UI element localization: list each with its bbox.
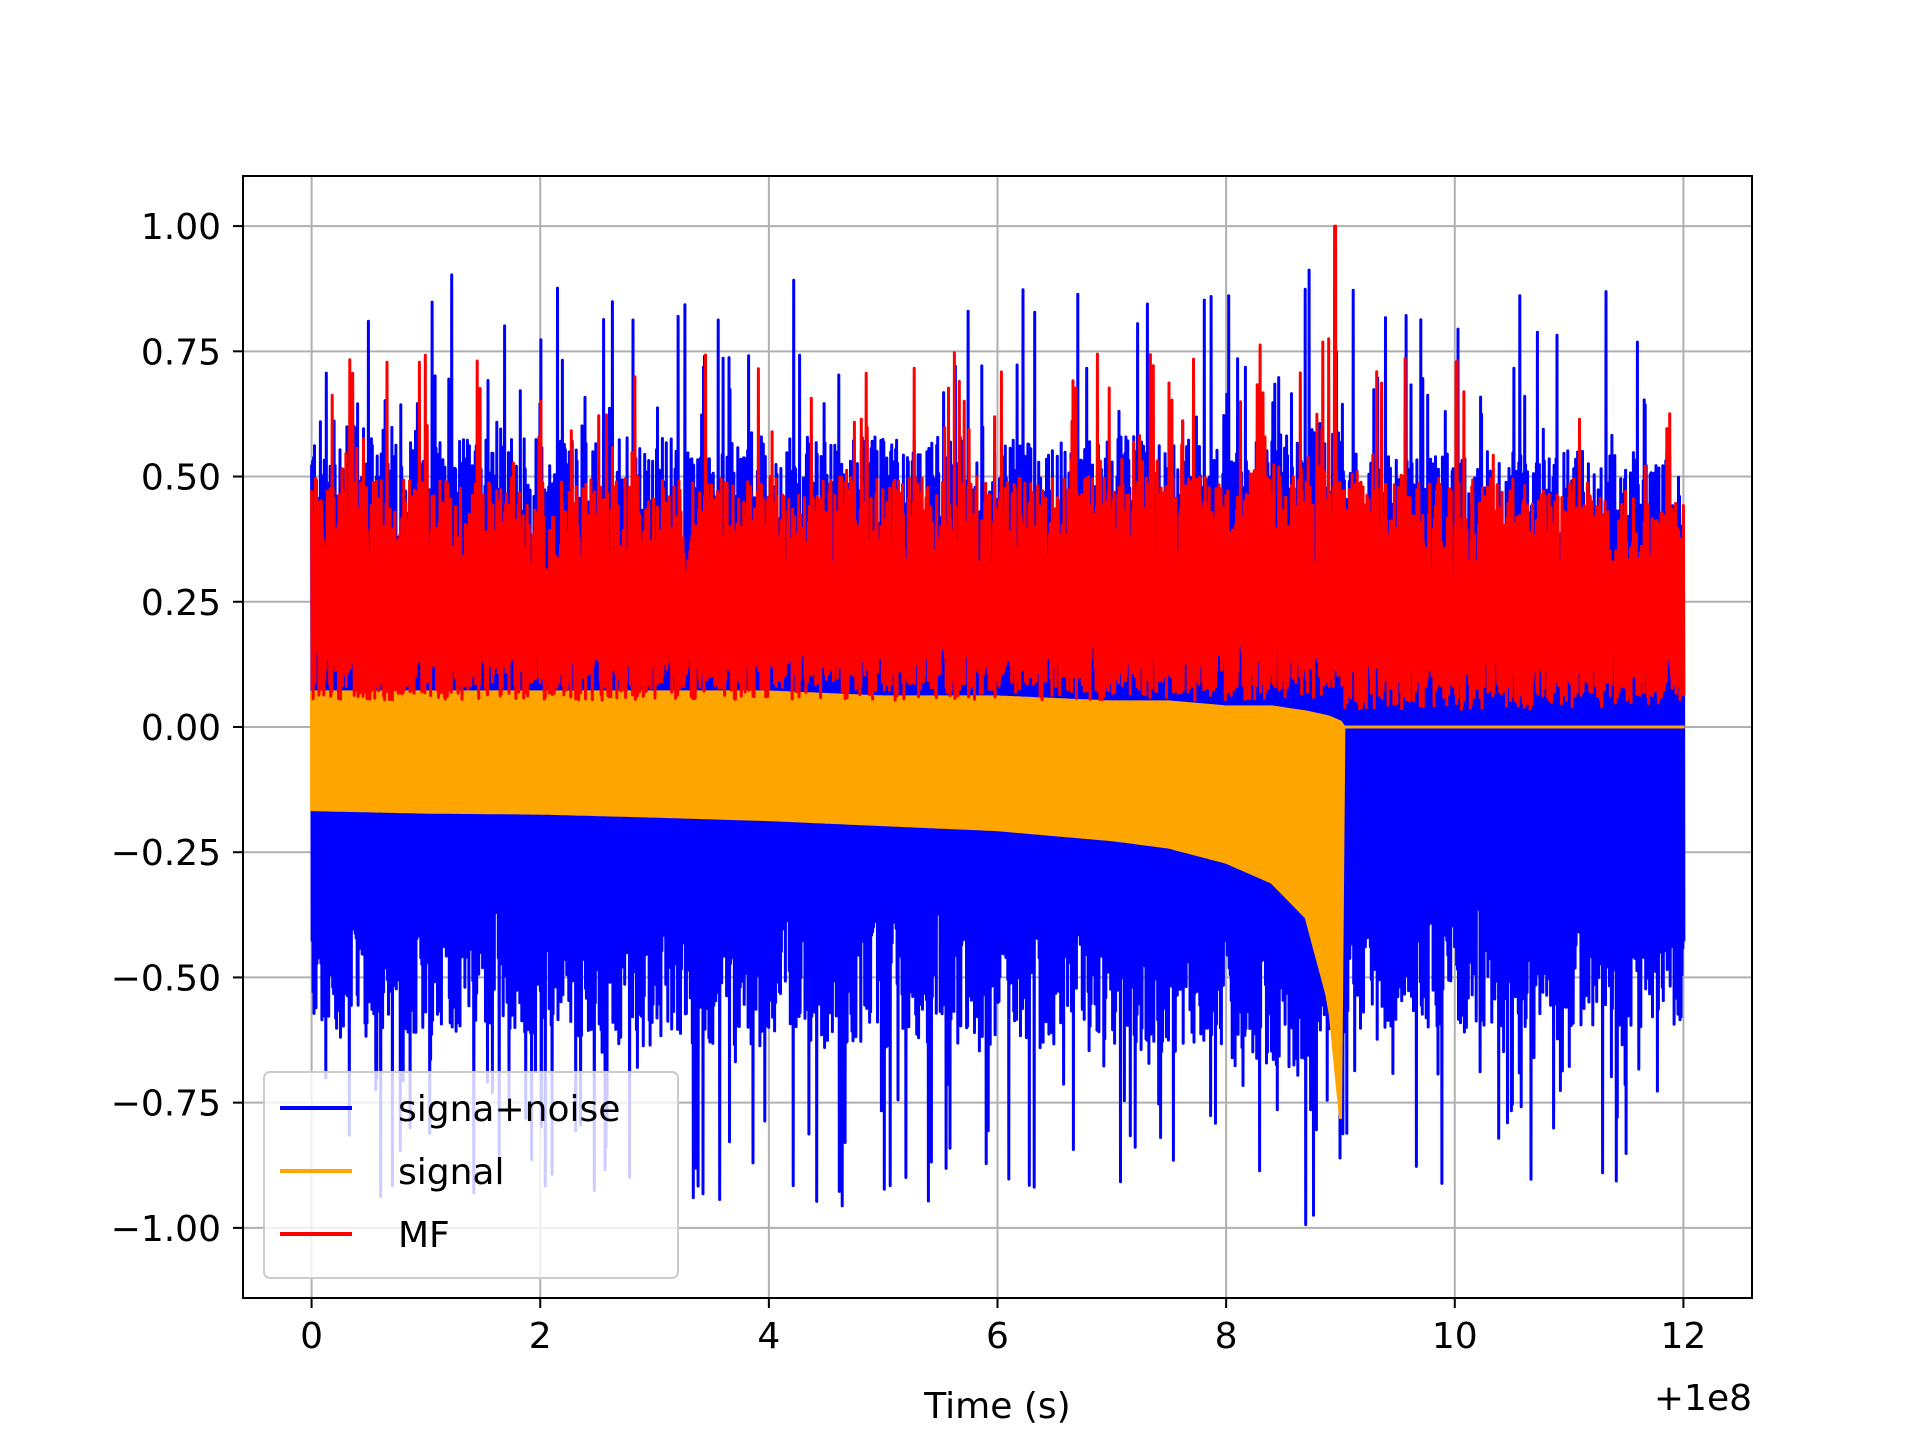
ticks: 0 2 4 6 8 10 12 1.00 0.75 0.50 0.25 0.00 −0.25 −0.50 −… bbox=[111, 207, 1707, 1357]
x-tick-label: 12 bbox=[1661, 1316, 1707, 1357]
mf-series-line bbox=[310, 224, 1686, 711]
y-tick-label: 1.00 bbox=[141, 207, 221, 248]
legend-entry-signal-label: signal bbox=[398, 1152, 505, 1193]
legend-box bbox=[263, 1071, 679, 1279]
x-tick-label: 2 bbox=[529, 1316, 552, 1357]
legend: signa+noise signal MF bbox=[263, 1071, 679, 1279]
y-tick-label: 0.50 bbox=[141, 458, 221, 499]
x-offset-label: +1e8 bbox=[1654, 1378, 1752, 1419]
x-tick-label: 4 bbox=[757, 1316, 780, 1357]
y-tick-label: 0.75 bbox=[141, 332, 221, 373]
x-tick-label: 6 bbox=[986, 1316, 1009, 1357]
y-tick-label: 0.25 bbox=[141, 583, 221, 624]
x-tick-label: 8 bbox=[1215, 1316, 1238, 1357]
legend-entry-mf-label: MF bbox=[398, 1215, 450, 1256]
series-layer bbox=[310, 224, 1686, 1227]
signal-series-line bbox=[310, 690, 1685, 1120]
y-tick-label: −1.00 bbox=[111, 1209, 221, 1250]
x-tick-label: 0 bbox=[300, 1316, 323, 1357]
y-tick-label: −0.75 bbox=[111, 1084, 221, 1125]
y-tick-label: −0.50 bbox=[111, 958, 221, 999]
y-tick-label: −0.25 bbox=[111, 833, 221, 874]
x-tick-label: 10 bbox=[1432, 1316, 1478, 1357]
x-axis-label: Time (s) bbox=[923, 1386, 1070, 1427]
legend-entry-signal-noise-label: signa+noise bbox=[398, 1089, 620, 1130]
y-tick-label: 0.00 bbox=[141, 708, 221, 749]
